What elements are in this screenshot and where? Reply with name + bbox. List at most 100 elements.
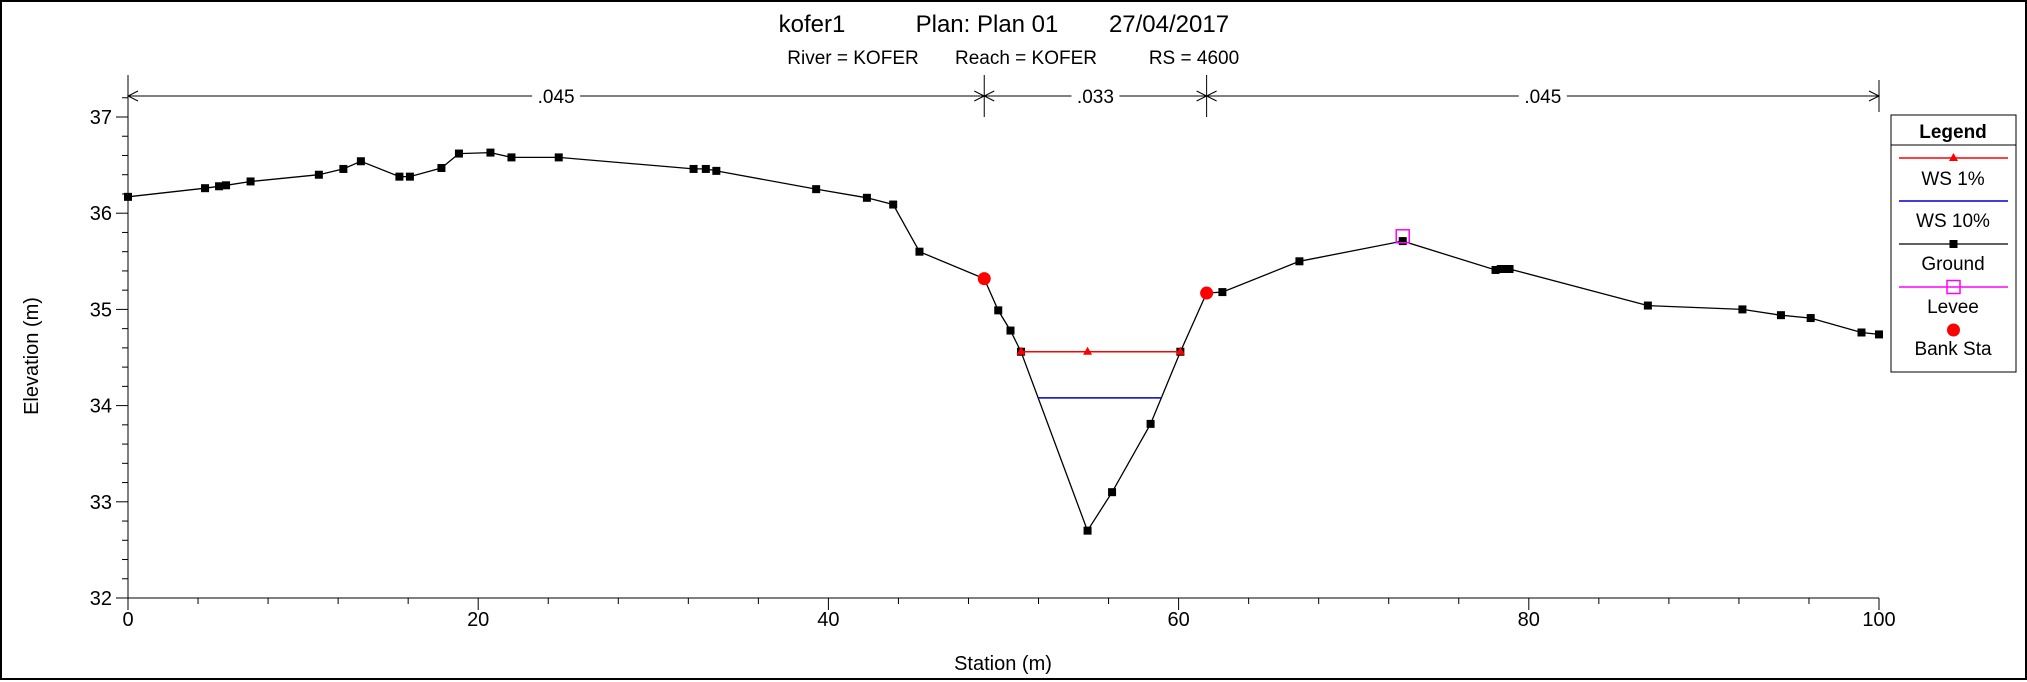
chart-title-plan: Plan: Plan 01 [916,11,1059,38]
y-tick-32: 32 [90,588,128,610]
manning-zone-channel: .033 [983,85,1208,108]
legend-label-ws-1pct: WS 1% [1921,169,1984,190]
x-tick-60: 60 [1167,598,1190,631]
x-tick-label-20: 20 [467,609,489,631]
ground-point [1146,419,1155,428]
y-tick-35: 35 [90,299,128,321]
ground-point [437,163,446,172]
manning-label-bg [1071,85,1120,107]
x-tick-40: 40 [817,598,840,631]
x-axis-label: Station (m) [954,653,1052,675]
series-bank-sta [977,272,1214,300]
ground-point [1875,330,1883,339]
subtitle-reach: Reach = KOFER [955,48,1097,69]
x-tick-80: 80 [1518,598,1540,631]
y-tick-37: 37 [90,107,128,129]
ground-point [395,172,404,181]
ground-point [712,166,721,175]
manning-label-bg [532,85,581,107]
y-tick-label-37: 37 [90,107,112,129]
ground-point [314,170,323,179]
y-tick-label-34: 34 [90,396,112,418]
legend-item-ws-10pct: WS 10% [1899,200,2008,232]
legend-label-ws-10pct: WS 10% [1916,211,1990,232]
y-ticks: 32 33 34 35 36 37 [90,107,128,610]
ground-point [1491,265,1500,274]
manning-n-zones: .045 .033 .045 [126,75,1881,117]
y-tick-33: 33 [90,492,128,514]
x-tick-100: 100 [1862,598,1896,631]
ground-point [486,148,495,157]
ground-point [689,164,698,173]
series-levee [1395,229,1410,244]
ground-point [201,184,210,193]
legend-item-ws-1pct: WS 1% [1899,153,2008,190]
manning-label-left: .045 [538,87,575,108]
ground-point [215,182,224,191]
x-tick-label-60: 60 [1167,609,1189,631]
ground-point [994,306,1003,315]
ground-point [1006,326,1015,335]
ws-1pct-point [1083,346,1093,355]
ground-point [1108,488,1117,497]
ground-point [507,153,516,162]
legend-item-bank-sta: Bank Sta [1914,323,1992,360]
y-minor-ticks [122,97,128,580]
manning-label-channel: .033 [1077,87,1114,108]
chart-title-date: 27/04/2017 [1109,11,1229,38]
x-minor-ticks [197,598,1810,604]
ground-line [127,151,1880,533]
ground-point [701,164,710,173]
legend-label-ground: Ground [1921,254,1984,275]
manning-zone-left: .045 [126,85,986,108]
legend-ws1-triangle-icon [1949,153,1958,161]
y-tick-label-36: 36 [90,203,112,225]
x-ticks: 0 20 40 60 80 100 [122,598,1896,631]
ground-point [1776,311,1785,320]
ground-point [554,153,563,162]
legend-levee-square-icon [1946,279,1961,295]
y-tick-label-35: 35 [90,299,112,321]
legend-title: Legend [1919,122,1987,143]
ground-point [1806,314,1815,323]
legend-item-levee: Levee [1899,279,2008,318]
x-tick-0: 0 [122,598,134,631]
chart-title: kofer1 [779,11,846,38]
levee-point [1395,229,1410,244]
x-tick-label-80: 80 [1518,609,1540,631]
y-tick-label-33: 33 [90,492,112,514]
legend-item-ground: Ground [1899,240,2008,275]
ground-point [405,172,414,181]
legend-ground-square-icon [1949,240,1958,248]
y-axis-label: Elevation (m) [21,297,43,415]
ground-point [1738,305,1747,314]
ground-point [339,164,348,173]
x-tick-label-100: 100 [1862,609,1895,631]
ground-point [222,181,231,190]
manning-label-right: .045 [1524,87,1561,108]
ground-point [915,247,924,256]
ground-point [1500,264,1509,273]
subtitle-river: River = KOFER [787,48,918,69]
legend: Legend WS 1% WS 10% Ground Levee Bank St… [1890,114,2017,373]
y-tick-34: 34 [90,396,128,418]
ground-point [1398,237,1407,246]
ground-point [124,192,132,201]
y-tick-36: 36 [90,203,128,225]
series-ws-1pct [1016,346,1185,355]
ground-point [246,177,255,186]
ground-point [1083,526,1092,535]
bank-sta-point [977,272,991,286]
ground-point [1643,301,1652,310]
ground-point [862,193,871,202]
ws-1pct-point [1175,346,1185,355]
ground-point [1505,264,1514,273]
ground-point [454,149,463,158]
legend-label-bank-sta: Bank Sta [1914,339,1992,360]
x-tick-label-40: 40 [817,609,839,631]
ground-point [889,200,898,209]
ws-1pct-point [1016,346,1026,355]
subtitle-rs: RS = 4600 [1149,48,1239,69]
